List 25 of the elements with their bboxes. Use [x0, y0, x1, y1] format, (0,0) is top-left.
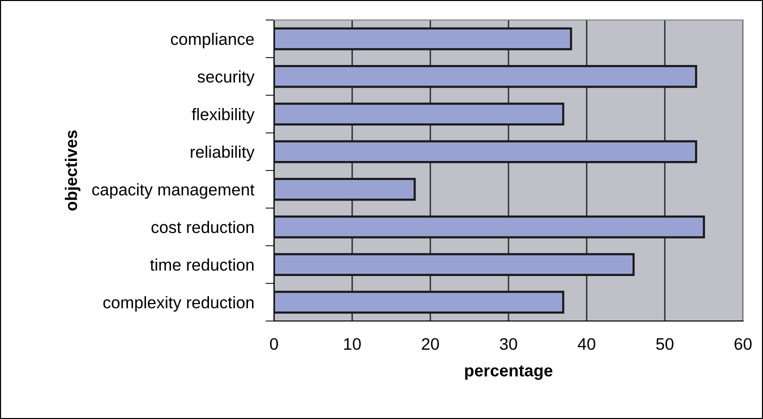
bar: [274, 102, 564, 126]
bar: [274, 178, 416, 201]
y-tick-label: cost reduction: [152, 220, 254, 234]
bar: [274, 216, 705, 238]
bar: [274, 140, 698, 164]
y-tick-label: compliance: [170, 32, 254, 48]
y-axis-title: objectives: [64, 130, 80, 211]
bar: [274, 65, 698, 88]
x-axis-title: percentage: [465, 365, 552, 380]
y-tick-label: complexity reduction: [103, 296, 254, 312]
y-tick-label: flexibility: [192, 108, 255, 124]
bar: [274, 27, 572, 50]
x-tick-label: 20: [422, 338, 439, 350]
x-tick-label: 10: [344, 338, 361, 350]
y-tick-label: capacity management: [92, 183, 254, 199]
y-tick-label: reliability: [190, 146, 255, 162]
x-tick-label: 30: [500, 338, 518, 350]
x-tick-label: 50: [656, 338, 674, 350]
x-tick-label: 60: [734, 338, 752, 350]
x-tick-label: 40: [578, 338, 596, 350]
y-tick-label: time reduction: [150, 258, 254, 271]
x-tick-label: 0: [270, 338, 278, 350]
bar: [274, 253, 635, 276]
bar: [274, 290, 564, 314]
y-tick-label: security: [198, 70, 255, 86]
